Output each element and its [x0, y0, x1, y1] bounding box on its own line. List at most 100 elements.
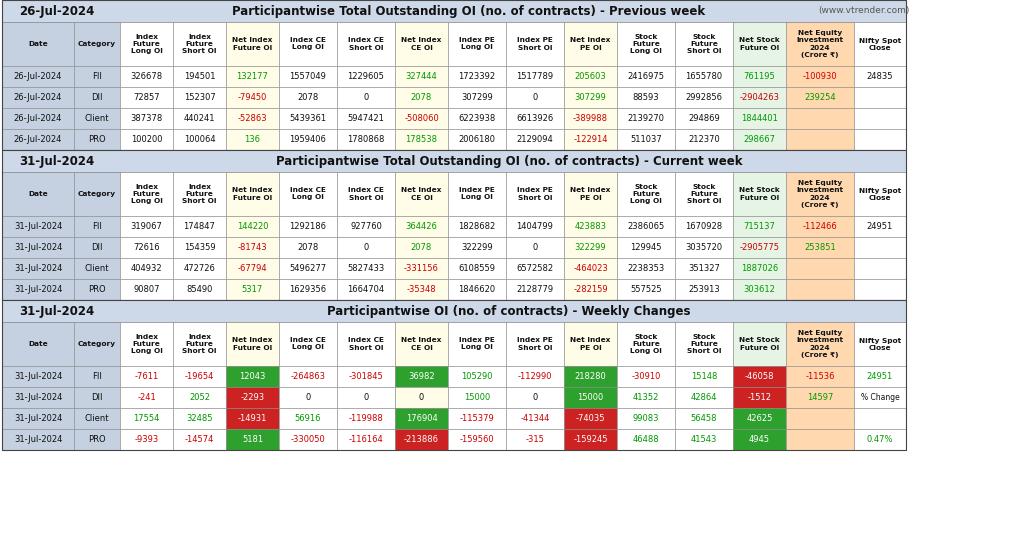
Bar [675, 216, 733, 237]
Text: Index PE
Long OI: Index PE Long OI [459, 188, 495, 201]
Text: 5947421: 5947421 [347, 114, 384, 123]
Text: -14574: -14574 [184, 435, 214, 444]
Bar [733, 216, 786, 237]
Bar [279, 172, 337, 216]
Text: 31-Jul-2024: 31-Jul-2024 [19, 154, 94, 167]
Bar [337, 108, 395, 129]
Bar [617, 66, 675, 87]
Text: 218280: 218280 [574, 372, 606, 381]
Bar [564, 129, 617, 150]
Text: 136: 136 [245, 135, 260, 144]
Bar [506, 237, 564, 258]
Text: Nifty Spot
Close: Nifty Spot Close [859, 188, 901, 201]
Bar [617, 129, 675, 150]
Bar [226, 108, 279, 129]
Bar [226, 366, 279, 387]
Bar [173, 22, 226, 66]
Text: Category: Category [78, 341, 116, 347]
Text: Index PE
Long OI: Index PE Long OI [459, 337, 495, 350]
Bar [2, 216, 74, 237]
Text: 3035720: 3035720 [685, 243, 723, 252]
Text: -159560: -159560 [460, 435, 495, 444]
Bar [120, 322, 173, 366]
Text: 26-Jul-2024: 26-Jul-2024 [13, 135, 62, 144]
Bar [449, 172, 506, 216]
Text: 6613926: 6613926 [516, 114, 554, 123]
Text: 303612: 303612 [743, 285, 775, 294]
Text: 0: 0 [364, 393, 369, 402]
Bar [279, 387, 337, 408]
Text: Client: Client [85, 264, 110, 273]
Bar [2, 366, 74, 387]
Bar [675, 87, 733, 108]
Text: 85490: 85490 [186, 285, 213, 294]
Text: Nifty Spot
Close: Nifty Spot Close [859, 38, 901, 51]
Text: 2992856: 2992856 [685, 93, 723, 102]
Text: PRO: PRO [88, 285, 105, 294]
Bar [226, 429, 279, 450]
Bar [733, 66, 786, 87]
Bar [2, 172, 74, 216]
Text: 322299: 322299 [574, 243, 606, 252]
Bar [120, 66, 173, 87]
Text: 6223938: 6223938 [459, 114, 496, 123]
Text: Net Equity
Investment
2024
(Crore ₹): Net Equity Investment 2024 (Crore ₹) [797, 330, 844, 357]
Bar [173, 387, 226, 408]
Text: Net Index
CE OI: Net Index CE OI [401, 38, 441, 51]
Text: 1629356: 1629356 [290, 285, 327, 294]
Bar [675, 22, 733, 66]
Bar [854, 429, 906, 450]
Bar [617, 279, 675, 300]
Text: -315: -315 [525, 435, 545, 444]
Bar [449, 322, 506, 366]
Text: -41344: -41344 [520, 414, 550, 423]
Text: 2416975: 2416975 [628, 72, 665, 81]
Text: Net Index
Future OI: Net Index Future OI [232, 188, 272, 201]
Text: Participantwise Total Outstanding OI (no. of contracts) - Previous week: Participantwise Total Outstanding OI (no… [232, 4, 706, 18]
Bar [173, 216, 226, 237]
Text: Index
Future
Long OI: Index Future Long OI [131, 184, 163, 204]
Bar [2, 429, 74, 450]
Text: 152307: 152307 [183, 93, 215, 102]
Text: -2905775: -2905775 [739, 243, 779, 252]
Bar [337, 322, 395, 366]
Text: -241: -241 [137, 393, 156, 402]
Bar [733, 279, 786, 300]
Bar [120, 172, 173, 216]
Bar [506, 129, 564, 150]
Text: % Change: % Change [860, 393, 899, 402]
Text: Stock
Future
Short OI: Stock Future Short OI [687, 34, 721, 54]
Text: 15148: 15148 [691, 372, 717, 381]
Bar [675, 408, 733, 429]
Text: 2238353: 2238353 [628, 264, 665, 273]
Text: 212370: 212370 [688, 135, 720, 144]
Text: -30910: -30910 [632, 372, 660, 381]
Bar [2, 237, 74, 258]
Bar [617, 108, 675, 129]
Text: 31-Jul-2024: 31-Jul-2024 [13, 243, 62, 252]
Bar [449, 366, 506, 387]
Text: -52863: -52863 [238, 114, 267, 123]
Text: 557525: 557525 [630, 285, 662, 294]
Bar [74, 87, 120, 108]
Text: 88593: 88593 [633, 93, 659, 102]
Text: 2078: 2078 [411, 93, 432, 102]
Text: 1828682: 1828682 [459, 222, 496, 231]
Bar [74, 216, 120, 237]
Bar [564, 258, 617, 279]
Text: 1959406: 1959406 [290, 135, 327, 144]
Bar [675, 366, 733, 387]
Text: Date: Date [29, 191, 48, 197]
Text: -46058: -46058 [744, 372, 774, 381]
Bar [395, 22, 449, 66]
Text: Net Index
CE OI: Net Index CE OI [401, 188, 441, 201]
Text: 105290: 105290 [461, 372, 493, 381]
Bar [449, 129, 506, 150]
Bar [506, 108, 564, 129]
Text: Stock
Future
Long OI: Stock Future Long OI [630, 334, 662, 354]
Text: Index CE
Long OI: Index CE Long OI [290, 337, 326, 350]
Bar [279, 66, 337, 87]
Bar [449, 258, 506, 279]
Bar [506, 429, 564, 450]
Bar [449, 22, 506, 66]
